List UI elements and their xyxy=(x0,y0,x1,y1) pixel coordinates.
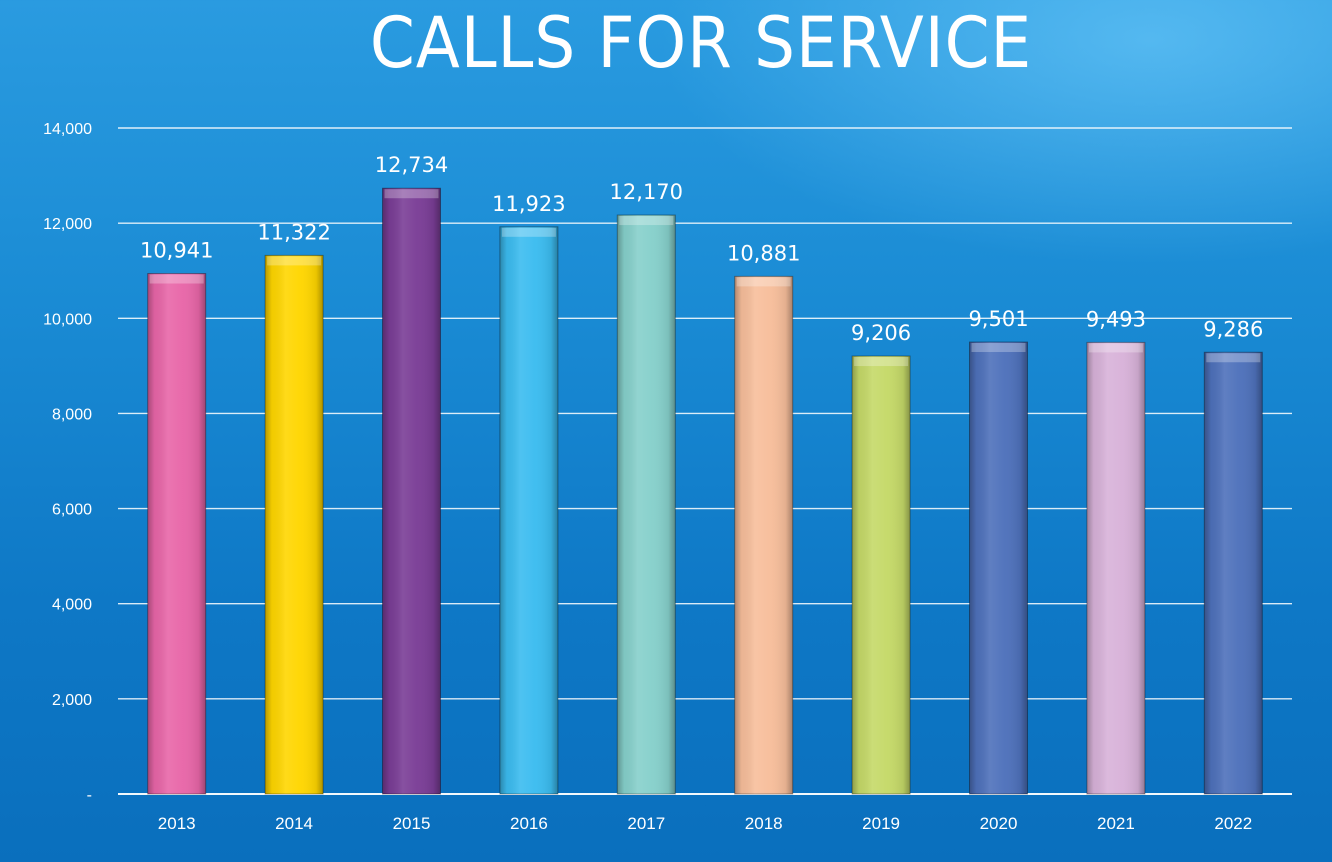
bar-2015 xyxy=(382,187,441,795)
x-tick-label: 2022 xyxy=(1214,814,1252,833)
bar-bevel xyxy=(971,343,1026,353)
chart-title: CALLS FOR SERVICE xyxy=(369,2,1033,84)
bar-2017 xyxy=(616,214,676,795)
bar-shading xyxy=(499,226,558,795)
data-label: 12,170 xyxy=(610,180,683,204)
bar-2021 xyxy=(1086,341,1146,795)
y-tick-label: 6,000 xyxy=(52,502,92,519)
bar-bevel xyxy=(149,274,204,284)
bar-shading xyxy=(969,342,1028,794)
x-tick-label: 2016 xyxy=(510,814,548,833)
y-tick-label: 4,000 xyxy=(52,597,92,614)
x-axis-tick-labels: 2013 2014 2015 2016 2017 2018 2019 2020 2021 2022 xyxy=(158,814,1252,833)
bar-shading xyxy=(147,273,206,794)
data-label: 9,493 xyxy=(1086,307,1146,331)
bars xyxy=(147,187,1263,795)
data-label: 10,941 xyxy=(140,239,213,263)
x-tick-label: 2018 xyxy=(745,814,783,833)
x-tick-label: 2017 xyxy=(627,814,665,833)
bar-bevel xyxy=(619,216,674,226)
y-tick-label: 2,000 xyxy=(52,692,92,709)
y-tick-label: 12,000 xyxy=(43,216,92,233)
data-label: 11,923 xyxy=(492,192,565,216)
bar-shading xyxy=(1086,342,1145,794)
y-tick-label: 8,000 xyxy=(52,406,92,423)
data-label: 9,286 xyxy=(1203,317,1263,341)
y-tick-label: 10,000 xyxy=(43,311,92,328)
bar-bevel xyxy=(501,227,556,237)
data-label: 9,206 xyxy=(851,321,911,345)
x-tick-label: 2013 xyxy=(158,814,196,833)
data-label: 9,501 xyxy=(968,307,1028,331)
bar-shading xyxy=(1204,352,1263,794)
bar-2020 xyxy=(969,341,1028,795)
bar-shading xyxy=(265,255,324,794)
bar-2018 xyxy=(734,275,794,795)
bar-shading xyxy=(734,276,793,795)
bar-bevel xyxy=(854,357,909,367)
bar-bevel xyxy=(736,277,791,287)
bar-shading xyxy=(382,188,441,794)
y-tick-label: - xyxy=(87,787,92,804)
data-label: 12,734 xyxy=(375,153,448,177)
bar-bevel xyxy=(1088,343,1143,353)
x-tick-label: 2019 xyxy=(862,814,900,833)
bar-2014 xyxy=(264,254,324,795)
bar-2016 xyxy=(499,226,559,795)
y-axis-tick-labels: - 2,000 4,000 6,000 8,000 10,000 12,000 14,000 xyxy=(43,121,92,804)
x-tick-label: 2021 xyxy=(1097,814,1135,833)
bar-2013 xyxy=(147,273,207,795)
bar-2022 xyxy=(1203,351,1263,795)
x-tick-label: 2020 xyxy=(980,814,1018,833)
bar-bevel xyxy=(1206,353,1261,363)
y-tick-label: 14,000 xyxy=(43,121,92,138)
bar-2019 xyxy=(851,355,911,795)
data-label: 10,881 xyxy=(727,241,800,265)
x-tick-label: 2015 xyxy=(393,814,431,833)
bar-shading xyxy=(617,215,676,794)
bar-shading xyxy=(852,356,911,794)
data-labels: 10,941 11,322 12,734 11,923 12,170 10,881 9,20… xyxy=(140,153,1263,345)
bar-bevel xyxy=(267,256,322,266)
data-label: 11,322 xyxy=(257,220,330,244)
bar-bevel xyxy=(384,189,439,199)
x-tick-label: 2014 xyxy=(275,814,313,833)
